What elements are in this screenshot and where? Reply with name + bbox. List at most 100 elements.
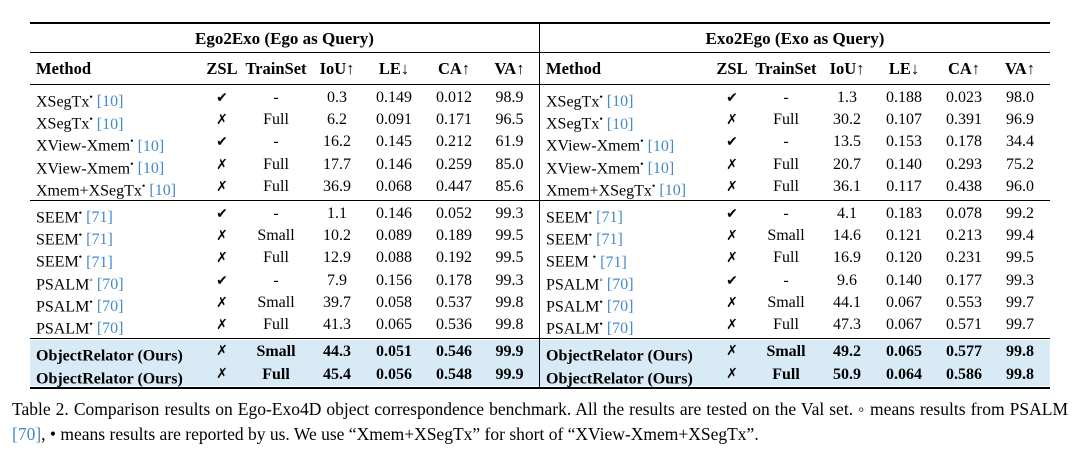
table-row: XView-Xmem• [10] ✗ Full 17.7 0.146 0.259 … [36, 154, 535, 177]
col-le: LE↓ [378, 59, 410, 78]
iou-cell: 50.9 [833, 366, 861, 384]
citation-link[interactable]: [10] [647, 137, 675, 155]
method-mark: • [588, 207, 593, 219]
va-cell: 34.4 [1006, 133, 1034, 151]
half-title: Ego2Exo (Ego as Query) [30, 24, 539, 53]
le-cell: 0.088 [376, 249, 412, 267]
trainset-cell: Full [263, 111, 289, 129]
citation-link[interactable]: [71] [86, 231, 113, 249]
table-row: SEEM• [71] ✗ Small 14.6 0.121 0.213 99.4 [546, 225, 1046, 249]
citation-link[interactable]: [71] [596, 231, 623, 249]
va-cell: 99.3 [1006, 271, 1034, 289]
trainset-cell: Full [773, 249, 799, 267]
trainset-cell: Small [257, 293, 295, 311]
method-name: XSegTx [546, 93, 600, 111]
citation-link[interactable]: [70] [96, 320, 124, 338]
va-cell: 99.3 [495, 204, 524, 222]
citation-link[interactable]: [10] [96, 93, 124, 111]
table-row: PSALM• [70] ✗ Small 44.1 0.067 0.553 99.7 [546, 292, 1046, 316]
method-mark: • [78, 230, 83, 242]
citation-link[interactable]: [10] [96, 115, 124, 133]
caption-citation-link[interactable]: [70] [12, 424, 42, 444]
citation-link[interactable]: [71] [596, 209, 623, 227]
method-name: PSALM [36, 275, 90, 293]
zsl-mark: ✗ [726, 343, 738, 360]
table-row: SEEM• [71] ✗ Full 12.9 0.088 0.192 99.5 [36, 247, 535, 271]
ca-cell: 0.178 [436, 271, 472, 289]
zsl-mark: ✗ [726, 228, 738, 245]
va-cell: 99.8 [495, 315, 524, 333]
zsl-mark: ✔ [216, 90, 228, 106]
method-name: SEEM [546, 253, 593, 271]
method-cell: ObjectRelator (Ours) [546, 363, 712, 391]
citation-link[interactable]: [70] [606, 298, 634, 316]
ca-cell: 0.023 [946, 89, 982, 106]
citation-link[interactable]: [10] [137, 159, 165, 177]
method-name: ObjectRelator (Ours) [36, 347, 183, 365]
method-name: ObjectRelator (Ours) [546, 370, 693, 388]
iou-cell: 9.6 [837, 271, 857, 289]
method-mark: • [130, 158, 134, 170]
zsl-mark: ✗ [216, 343, 228, 360]
citation-link[interactable]: [71] [600, 253, 627, 271]
ours-group: ObjectRelator (Ours) ✗ Small 44.3 0.051 … [30, 339, 539, 388]
citation-link[interactable]: [70] [606, 320, 634, 338]
le-cell: 0.120 [886, 249, 922, 267]
trainset-cell: Full [263, 249, 289, 267]
zsl-mark: ✔ [216, 205, 228, 222]
citation-link[interactable]: [10] [137, 137, 165, 155]
method-name: XSegTx [36, 115, 90, 133]
citation-link[interactable]: [10] [659, 182, 687, 200]
table-row: SEEM• [71] ✔ - 4.1 0.183 0.078 99.2 [546, 203, 1046, 227]
method-mark: • [599, 114, 603, 126]
zsl-mark: ✗ [216, 156, 228, 173]
citation-link[interactable]: [70] [606, 275, 634, 293]
citation-link[interactable]: [10] [149, 182, 177, 200]
citation-link[interactable]: [70] [96, 298, 124, 316]
method-mark: • [640, 136, 644, 148]
method-name: PSALM [546, 320, 600, 338]
le-cell: 0.140 [886, 155, 922, 173]
method-mark: • [89, 318, 93, 330]
zsl-mark: ✗ [726, 250, 738, 267]
va-cell: 99.3 [495, 271, 524, 289]
citation-link[interactable]: [10] [647, 159, 675, 177]
citation-link[interactable]: [70] [96, 275, 124, 293]
ca-cell: 0.438 [946, 177, 982, 195]
col-trainset: TrainSet [755, 59, 817, 78]
iou-cell: 16.9 [833, 249, 861, 267]
ca-cell: 0.177 [946, 271, 982, 289]
citation-link[interactable]: [71] [86, 209, 113, 227]
method-cell: XSegTx• [10] [546, 109, 712, 136]
le-cell: 0.089 [376, 227, 412, 245]
method-cell: Xmem+XSegTx• [10] [36, 176, 202, 203]
va-cell: 96.5 [495, 111, 524, 129]
method-name: XView-Xmem [36, 137, 131, 155]
zsl-mark: ✔ [726, 134, 738, 151]
method-mark: • [89, 114, 93, 126]
trainset-cell: - [273, 271, 279, 289]
le-cell: 0.146 [376, 204, 412, 222]
col-iou: IoU↑ [319, 59, 355, 78]
va-cell: 98.0 [1006, 89, 1034, 106]
citation-link[interactable]: [10] [606, 93, 634, 111]
iou-cell: 36.1 [833, 177, 861, 195]
column-header-row: Method ZSL TrainSet IoU↑ LE↓ CA↑ VA↑ [30, 53, 539, 85]
trainset-cell: - [273, 204, 279, 222]
iou-cell: 44.1 [833, 293, 861, 311]
ca-cell: 0.293 [946, 155, 982, 173]
citation-link[interactable]: [10] [606, 115, 634, 133]
zsl-mark: ✔ [726, 205, 738, 222]
method-name: SEEM [36, 209, 79, 227]
ego2exo-half: Ego2Exo (Ego as Query) Method ZSL TrainS… [30, 24, 540, 388]
col-ca: CA↑ [947, 59, 981, 78]
citation-link[interactable]: [71] [86, 253, 113, 271]
zsl-mark: ✗ [216, 250, 228, 267]
ca-cell: 0.178 [946, 133, 982, 151]
va-cell: 99.5 [495, 249, 524, 267]
method-name: PSALM [546, 298, 600, 316]
method-cell: ObjectRelator (Ours) [36, 340, 202, 368]
zsl-mark: ✗ [726, 294, 738, 311]
method-cell: XView-Xmem• [10] [36, 154, 202, 181]
table-row: ObjectRelator (Ours) ✗ Small 49.2 0.065 … [540, 340, 1050, 364]
